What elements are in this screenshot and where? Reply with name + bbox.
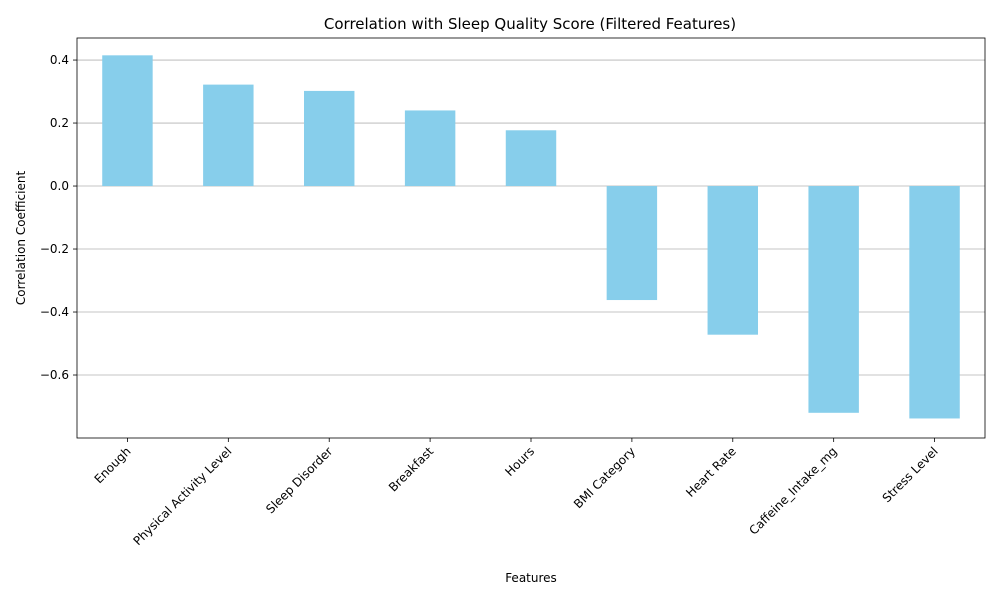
x-tick-label: Physical Activity Level xyxy=(131,444,235,548)
bar xyxy=(707,186,758,335)
y-axis-ticks: 0.4 0.2 0.0 −0.2 −0.4 −0.6 xyxy=(40,53,77,382)
bar xyxy=(404,110,456,187)
bar xyxy=(909,186,960,419)
bar xyxy=(505,130,557,187)
bar xyxy=(203,84,254,187)
y-tick-label: −0.2 xyxy=(40,242,69,256)
y-tick-label: −0.4 xyxy=(40,305,69,319)
bar xyxy=(808,186,859,413)
y-tick-label: 0.4 xyxy=(50,53,69,67)
x-tick-label: Hours xyxy=(502,444,537,479)
bar xyxy=(606,186,658,301)
x-tick-label: Heart Rate xyxy=(683,444,739,500)
y-tick-label: 0.2 xyxy=(50,116,69,130)
x-tick-label: Stress Level xyxy=(880,444,941,505)
bar xyxy=(102,55,153,187)
y-axis-label: Correlation Coefficient xyxy=(14,171,28,306)
bars xyxy=(102,55,960,419)
chart-title: Correlation with Sleep Quality Score (Fi… xyxy=(324,15,736,33)
y-tick-label: 0.0 xyxy=(50,179,69,193)
x-axis-label: Features xyxy=(505,571,557,585)
bar xyxy=(304,90,355,187)
y-tick-label: −0.6 xyxy=(40,368,69,382)
x-tick-label: Sleep Disorder xyxy=(263,444,335,516)
x-tick-label: Enough xyxy=(92,444,134,486)
x-tick-label: Caffeine_Intake_mg xyxy=(746,444,839,537)
x-tick-label: Breakfast xyxy=(386,444,437,495)
x-tick-label: BMI Category xyxy=(571,444,638,511)
